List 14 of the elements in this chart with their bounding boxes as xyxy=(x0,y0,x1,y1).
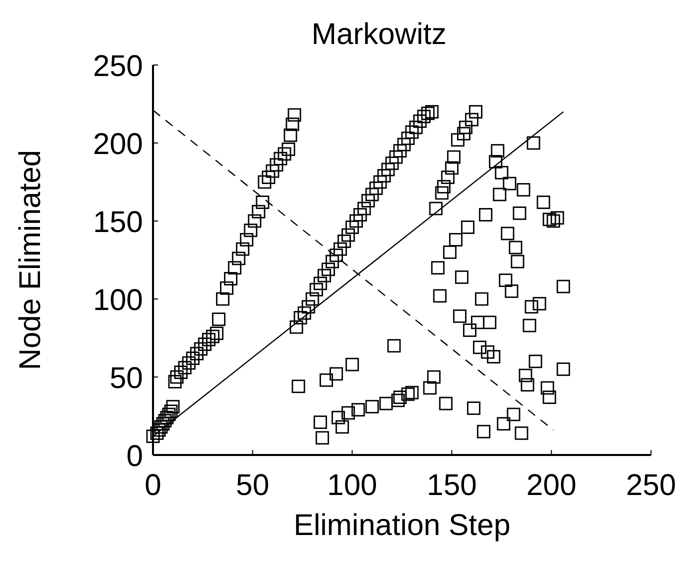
y-tick-label: 200 xyxy=(92,128,143,161)
y-axis-title: Node Eliminated xyxy=(14,150,47,370)
x-tick-label: 50 xyxy=(236,469,270,502)
x-axis-title: Elimination Step xyxy=(294,509,510,542)
x-tick-label: 250 xyxy=(626,469,676,502)
y-tick-label: 250 xyxy=(92,50,143,83)
y-tick-label: 150 xyxy=(92,206,143,239)
x-tick-label: 150 xyxy=(426,469,477,502)
x-tick-label: 100 xyxy=(327,469,378,502)
chart-title: Markowitz xyxy=(311,18,447,51)
y-tick-label: 0 xyxy=(126,440,143,473)
y-tick-label: 100 xyxy=(92,284,143,317)
y-tick-label: 50 xyxy=(110,362,143,395)
x-tick-label: 200 xyxy=(526,469,576,502)
